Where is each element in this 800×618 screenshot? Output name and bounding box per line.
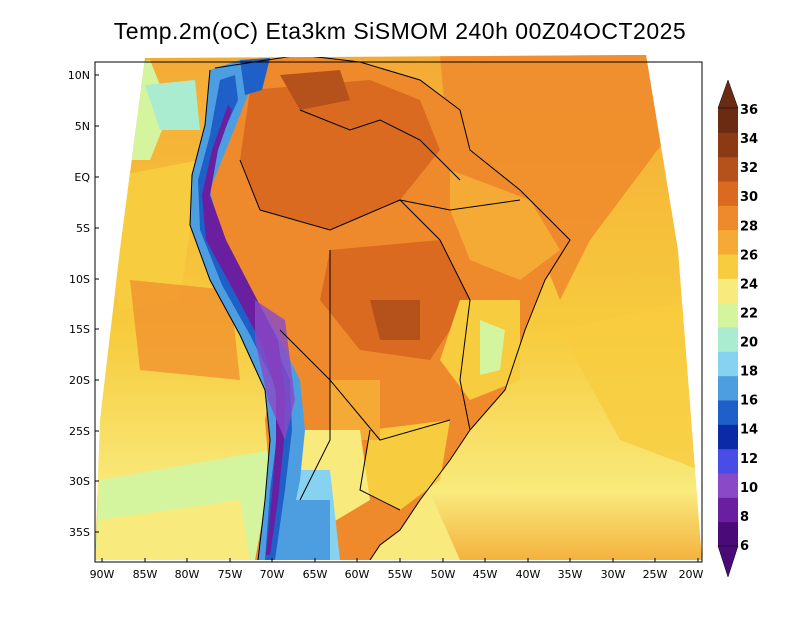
colorbar-label: 12 [740, 452, 758, 467]
model-domain [95, 55, 702, 560]
map-title: Temp.2m(oC) Eta3km SiSMOM 240h 00Z04OCT2… [113, 18, 687, 44]
colorbar [717, 79, 739, 578]
lat-label: EQ [74, 171, 90, 184]
map-frame [94, 61, 703, 563]
lon-label: 35W [558, 568, 583, 581]
lon-label: 20W [679, 568, 704, 581]
colorbar-bottom-arrow [717, 545, 739, 578]
colorbar-label: 6 [740, 539, 749, 554]
colorbar-labels: 36 34 32 30 28 26 24 22 20 18 16 14 12 10 8 6 [740, 103, 758, 554]
colorbar-segment [718, 400, 738, 425]
south-pacific-mild [95, 500, 250, 560]
colorbar-segment [718, 302, 738, 328]
colorbar-label: 24 [740, 277, 758, 292]
pacific-warm-patch [130, 280, 240, 380]
amazon-hot-region [240, 80, 440, 230]
lon-label: 25W [643, 568, 668, 581]
colorbar-segment [718, 521, 738, 547]
colorbar-label: 32 [740, 161, 758, 176]
colorbar-segment [718, 156, 738, 182]
lon-label: 50W [431, 568, 456, 581]
colorbar-segment [718, 205, 738, 231]
lat-label: 10N [68, 69, 90, 82]
colorbar-label: 8 [740, 510, 749, 525]
colorbar-segment [718, 448, 738, 474]
colorbar-segment [718, 254, 738, 279]
colorbar-segment [718, 108, 738, 133]
lon-label: 60W [345, 568, 370, 581]
lat-label: 5N [75, 120, 90, 133]
colorbar-segment [718, 181, 738, 206]
lat-label: 15S [69, 323, 90, 336]
venezuela-hot-spot [280, 70, 350, 110]
lat-label: 25S [69, 425, 90, 438]
andes-colder-band [198, 75, 292, 560]
pacific-cool-core [145, 80, 200, 130]
latitude-axis: 10N 5N EQ 5S 10S 15S 20S 25S 30S 35S [68, 69, 99, 539]
lon-label: 30W [601, 568, 626, 581]
patagonia-colder [285, 500, 330, 560]
longitude-axis: 90W 85W 80W 75W 70W 65W 60W 55W 50W 45W … [90, 558, 704, 581]
colorbar-label: 14 [740, 423, 758, 438]
colorbar-label: 26 [740, 248, 758, 263]
colorbar-label: 16 [740, 394, 758, 409]
lat-label: 5S [76, 222, 90, 235]
colorbar-label: 34 [740, 132, 758, 147]
colorbar-segment [718, 278, 738, 304]
south-atlantic-field [560, 300, 700, 470]
lat-label: 10S [69, 273, 90, 286]
colorbar-top-arrow [717, 79, 739, 109]
country-borders [189, 55, 571, 560]
colorbar-segment [718, 351, 738, 377]
lon-label: 70W [260, 568, 285, 581]
colorbar-label: 30 [740, 190, 758, 205]
colorbar-label: 18 [740, 365, 758, 380]
colorbar-segment [718, 473, 738, 498]
colorbar-label: 20 [740, 336, 758, 351]
lon-label: 85W [133, 568, 158, 581]
colorbar-label: 10 [740, 481, 758, 496]
south-brazil [360, 420, 450, 510]
lon-label: 75W [218, 568, 243, 581]
colorbar-segment [718, 132, 738, 158]
lon-label: 40W [516, 568, 541, 581]
northeast-region [450, 170, 560, 280]
lon-label: 65W [303, 568, 328, 581]
colorbar-label: 28 [740, 219, 758, 234]
atlantic-warm-band [440, 55, 665, 300]
lon-label: 45W [473, 568, 498, 581]
lat-label: 30S [69, 475, 90, 488]
lon-label: 55W [388, 568, 413, 581]
minas-cool-patch [480, 320, 505, 375]
colorbar-segment [718, 229, 738, 255]
colorbar-segment [718, 497, 738, 523]
lon-label: 90W [90, 568, 115, 581]
colorbar-segment [718, 424, 738, 450]
colombia-andes-cold [240, 58, 270, 95]
mato-grosso-hot-spot [370, 300, 420, 340]
colorbar-label: 36 [740, 103, 758, 118]
colorbar-label: 22 [740, 306, 758, 321]
colorbar-segment [718, 327, 738, 352]
colorbar-segment [718, 375, 738, 401]
lat-label: 35S [69, 526, 90, 539]
lon-label: 80W [175, 568, 200, 581]
lat-label: 20S [69, 374, 90, 387]
